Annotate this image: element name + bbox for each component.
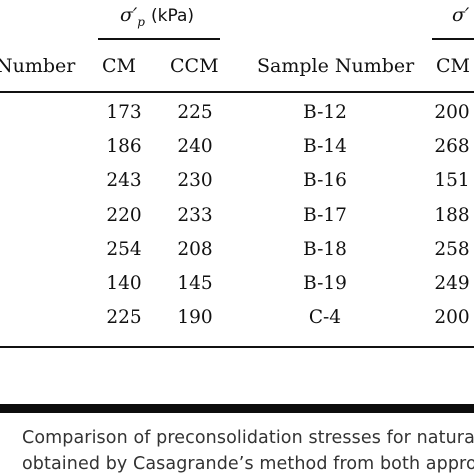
col-header-number: Number [0,55,76,77]
cell-sample: B-17 [303,204,347,226]
group-underline-1 [98,38,220,40]
col-header-sample-number: Sample Number [257,55,415,77]
cell-cm-2: 249 [434,273,470,294]
sigma-group-header-2: σ′ [452,4,469,26]
caption-line-2: obtained by Casagrande’s method from bot… [22,454,474,474]
cell-ccm: 240 [177,136,213,158]
cell-sample: B-16 [303,170,347,192]
header-rule [0,91,474,93]
cell-ccm: 190 [177,307,213,329]
caption-separator [0,404,474,413]
cell-cm: 173 [106,102,142,123]
unit-label: (kPa) [151,6,195,26]
cell-cm-2: 188 [434,204,470,226]
cell-cm: 186 [106,136,142,158]
sigma-symbol-2: σ′ [452,4,470,26]
col-header-ccm: CCM [170,55,219,77]
cell-ccm: 233 [177,204,213,226]
cell-sample: B-18 [303,238,347,260]
cell-cm: 243 [106,170,142,192]
cell-cm-2: 200 [434,307,470,329]
cell-cm-2: 200 [434,102,470,123]
col-header-cm-2: CM [436,55,470,77]
cell-cm-2: 268 [434,136,470,158]
bottom-rule [0,346,474,348]
cell-cm-2: 151 [434,170,470,192]
cell-sample: B-19 [303,273,347,294]
sigma-p-group-header: σ′p (kPa) [120,4,195,29]
cell-cm: 225 [106,307,142,329]
cell-ccm: 208 [177,238,213,260]
cell-ccm: 225 [177,102,213,123]
cell-cm: 254 [106,238,142,260]
cell-sample: C-4 [308,307,342,329]
cell-sample: B-12 [303,102,347,123]
cell-ccm: 230 [177,170,213,192]
cell-sample: B-14 [303,136,347,158]
col-header-cm: CM [102,55,136,77]
sigma-symbol: σ′ [120,4,138,26]
group-underline-2 [432,38,474,40]
cell-cm: 220 [106,204,142,226]
cell-ccm: 145 [177,273,213,294]
caption-line-1: Comparison of preconsolidation stresses … [22,428,474,448]
sigma-subscript: p [137,15,145,29]
cell-cm-2: 258 [434,238,470,260]
cell-cm: 140 [106,273,142,294]
